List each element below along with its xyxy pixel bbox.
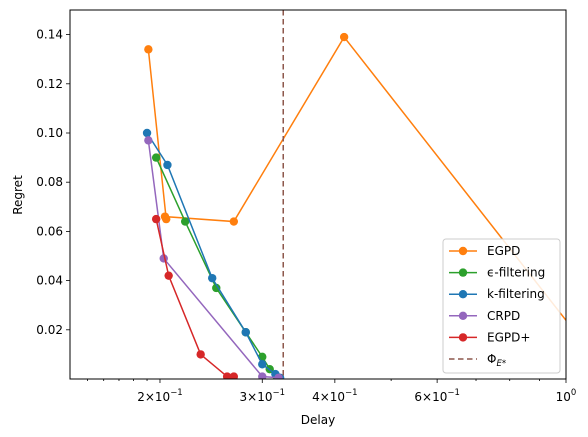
data-point — [151, 153, 161, 162]
data-point — [212, 283, 221, 293]
plot-frame — [69, 9, 567, 380]
data-point — [241, 328, 250, 337]
legend-label: ΦE* — [487, 352, 506, 369]
data-point — [229, 217, 239, 226]
legend: EGPD ϵ-filtering k-filtering CRPD EGPD+ ΦE* — [442, 238, 561, 374]
axes-layer: 2×10−1 3×10−1 4×10−1 6×10−1 100 0.02 0.04 0.06 0… — [36, 28, 576, 404]
data-point — [163, 160, 172, 170]
legend-marker — [458, 290, 468, 299]
x-axis-label: Delay — [301, 413, 335, 427]
data-point — [274, 373, 283, 379]
legend-label: k-filtering — [487, 287, 545, 301]
data-point — [144, 136, 153, 145]
x-tick-label: 3×10−1 — [240, 388, 286, 404]
series-layer — [142, 10, 566, 379]
x-tick-label: 4×10−1 — [312, 388, 358, 404]
y-axis-label: Regret — [11, 175, 25, 215]
data-point — [164, 271, 173, 280]
x-tick-label: 6×10−1 — [414, 388, 460, 404]
data-point — [258, 360, 267, 369]
data-point — [229, 372, 239, 379]
legend-marker — [458, 333, 468, 342]
data-point — [258, 372, 267, 379]
y-tick-label: 0.12 — [36, 77, 63, 91]
data-point — [142, 128, 152, 138]
legend-marker — [458, 246, 468, 256]
legend-label: EGPD+ — [487, 330, 530, 344]
legend-box — [442, 238, 561, 374]
legend-label: ϵ-filtering — [487, 266, 545, 280]
data-point — [144, 45, 153, 54]
data-point — [151, 214, 161, 224]
series-line — [147, 35, 566, 322]
data-point — [208, 273, 217, 283]
y-tick-label: 0.04 — [36, 274, 63, 288]
legend-marker — [458, 311, 468, 320]
y-tick-label: 0.10 — [36, 126, 63, 140]
y-tick-label: 0.14 — [36, 28, 63, 42]
legend-marker — [458, 268, 468, 277]
data-point — [160, 212, 170, 221]
legend-label: CRPD — [487, 309, 520, 323]
y-tick-label: 0.08 — [36, 175, 63, 189]
x-tick-label: 100 — [556, 388, 577, 404]
y-tick-label: 0.02 — [36, 323, 63, 337]
x-tick-label: 2×10−1 — [137, 388, 183, 404]
legend-label: EGPD — [487, 244, 520, 258]
data-point — [339, 32, 349, 42]
y-tick-label: 0.06 — [36, 224, 63, 238]
data-point — [196, 350, 205, 359]
data-point — [222, 372, 232, 379]
series-line — [147, 140, 279, 379]
data-point — [180, 217, 190, 226]
